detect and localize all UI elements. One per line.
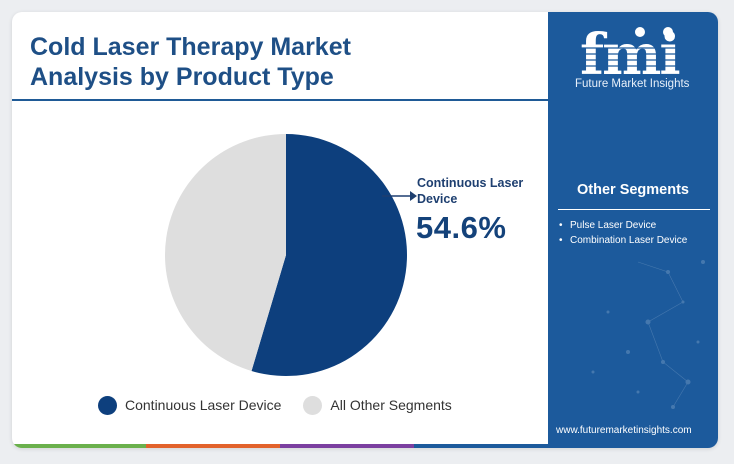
- brand-name: Future Market Insights: [575, 78, 690, 90]
- chart-title: Cold Laser Therapy Market Analysis by Pr…: [30, 32, 530, 92]
- list-item: • Combination Laser Device: [556, 233, 687, 248]
- legend-label-other: All Other Segments: [330, 397, 452, 413]
- panel-divider: [558, 209, 710, 210]
- chart-legend: Continuous Laser Device All Other Segmen…: [98, 393, 452, 417]
- panel-background-texture: [591, 260, 705, 409]
- legend-swatch-other: [303, 395, 323, 415]
- infographic-card: Cold Laser Therapy Market Analysis by Pr…: [12, 12, 718, 448]
- pie-chart: [164, 134, 417, 376]
- color-accent-bar: [12, 444, 548, 448]
- bullet-icon: •: [559, 220, 563, 231]
- accent-green: [12, 444, 146, 448]
- other-segments-list: • Pulse Laser Device • Combination Laser…: [556, 218, 687, 248]
- pie-slice-continuous-laser-device: [251, 134, 407, 376]
- legend-swatch-continuous: [98, 395, 117, 415]
- logo-person-icon: [635, 27, 645, 37]
- title-line-2: Analysis by Product Type: [30, 63, 334, 91]
- accent-orange: [146, 444, 280, 448]
- callout-arrow-head: [410, 191, 417, 201]
- callout-label: Continuous Laser Device: [417, 176, 524, 206]
- accent-blue: [414, 444, 548, 448]
- list-item-label: Pulse Laser Device: [570, 220, 657, 231]
- list-item-label: Combination Laser Device: [570, 235, 688, 246]
- legend-item-other: All Other Segments: [303, 395, 452, 415]
- pie-slice-all-other-segments: [164, 134, 286, 371]
- legend-item-continuous: Continuous Laser Device: [98, 395, 282, 415]
- legend-label-continuous: Continuous Laser Device: [125, 397, 282, 413]
- fmi-logo-icon: fmi: [576, 22, 696, 82]
- bullet-icon: •: [559, 235, 563, 246]
- title-line-1: Cold Laser Therapy Market: [30, 33, 351, 61]
- callout-arrow: [382, 191, 417, 201]
- list-item: • Pulse Laser Device: [556, 218, 687, 233]
- other-segments-heading: Other Segments: [577, 182, 689, 198]
- side-panel: fmi Future Market Insights Other Segment…: [548, 12, 718, 448]
- title-divider: [12, 99, 548, 101]
- pie-slices: [164, 134, 407, 376]
- accent-purple: [280, 444, 414, 448]
- logo-person-icon: [663, 27, 673, 37]
- callout-value: 54.6%: [416, 210, 507, 245]
- website-url: www.futuremarketinsights.com: [556, 425, 692, 436]
